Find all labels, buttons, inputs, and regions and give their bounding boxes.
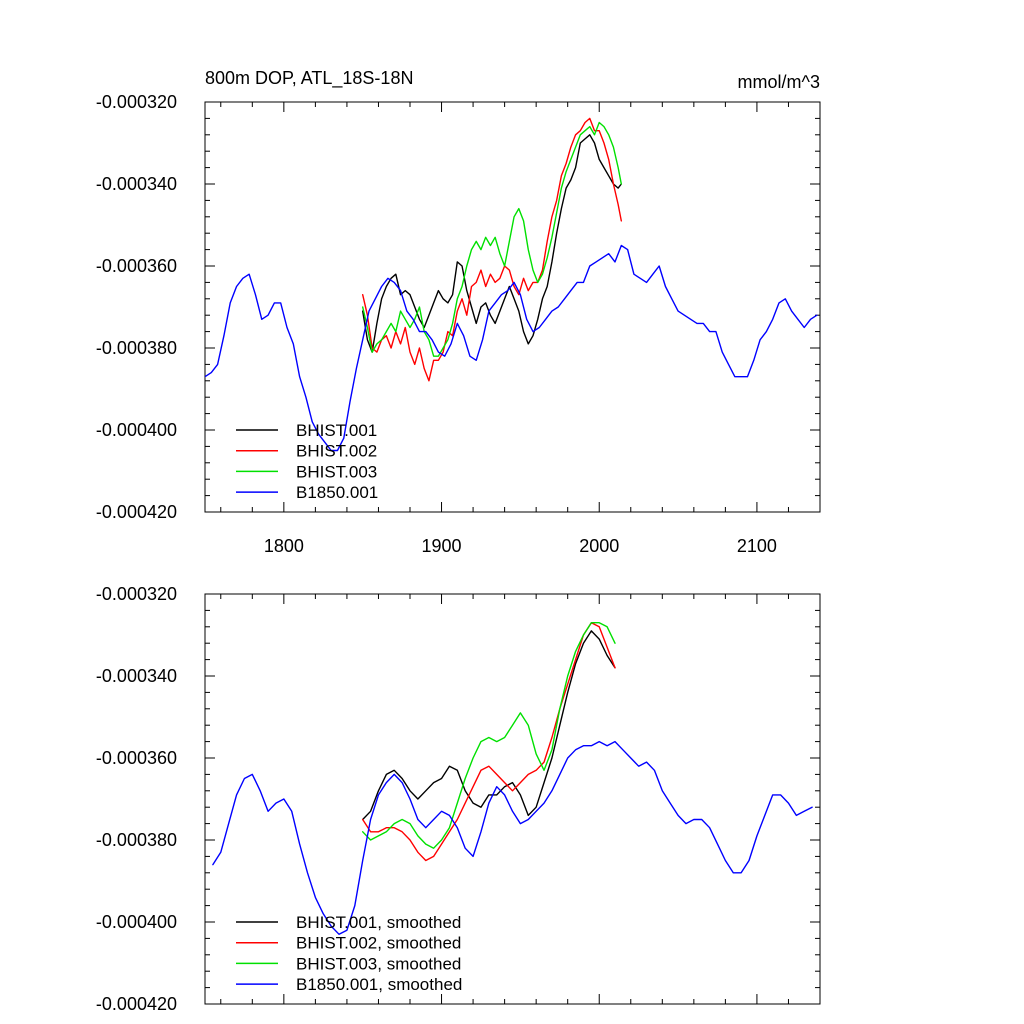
legend-label: BHIST.003, smoothed — [296, 954, 461, 973]
y-tick-label: -0.000360 — [96, 748, 177, 768]
series-line-bhist-003 — [361, 121, 623, 357]
x-tick-label: 1800 — [264, 536, 304, 556]
legend-label: BHIST.002, smoothed — [296, 934, 461, 953]
y-tick-label: -0.000420 — [96, 502, 177, 522]
y-tick-label: -0.000320 — [96, 92, 177, 112]
series-line-b1850-001-smoothed — [212, 740, 813, 935]
x-tick-label: 2000 — [579, 536, 619, 556]
top-panel: 1800 1900 2000 2100 -0.000320 -0.000340 -0.000… — [96, 68, 821, 556]
legend-label: BHIST.003 — [296, 462, 377, 481]
y-tick-label: -0.000420 — [96, 994, 177, 1014]
series-line-b1850-001 — [205, 244, 818, 452]
legend-label: BHIST.001 — [296, 421, 377, 440]
y-tick-label: -0.000360 — [96, 256, 177, 276]
y-tick-label: -0.000340 — [96, 666, 177, 686]
series-line-bhist-002 — [361, 117, 623, 382]
series-line-bhist-002-smoothed — [361, 622, 616, 862]
x-tick-label: 2100 — [737, 536, 777, 556]
chart-title: 800m DOP, ATL_18S-18N — [205, 68, 413, 89]
units-label: mmol/m^3 — [738, 72, 820, 92]
y-tick-label: -0.000320 — [96, 584, 177, 604]
series-group — [205, 117, 818, 452]
x-tick-label: 1900 — [422, 536, 462, 556]
legend-label: BHIST.001, smoothed — [296, 913, 461, 932]
y-tick-label: -0.000340 — [96, 174, 177, 194]
plot-frame — [204, 101, 821, 513]
y-tick-label: -0.000400 — [96, 912, 177, 932]
legend-label: B1850.001 — [296, 483, 378, 502]
legend-label: BHIST.002 — [296, 442, 377, 461]
y-tick-label: -0.000380 — [96, 830, 177, 850]
legend-label: B1850.001, smoothed — [296, 975, 462, 994]
y-tick-label: -0.000380 — [96, 338, 177, 358]
plot-frame — [204, 593, 821, 1005]
series-line-bhist-001-smoothed — [361, 630, 616, 821]
series-group — [212, 622, 813, 935]
series-line-bhist-001 — [361, 134, 623, 353]
y-tick-label: -0.000400 — [96, 420, 177, 440]
bottom-panel: -0.000320 -0.000340 -0.000360 -0.000380 -0.0… — [96, 584, 821, 1014]
series-line-bhist-003-smoothed — [361, 622, 616, 849]
